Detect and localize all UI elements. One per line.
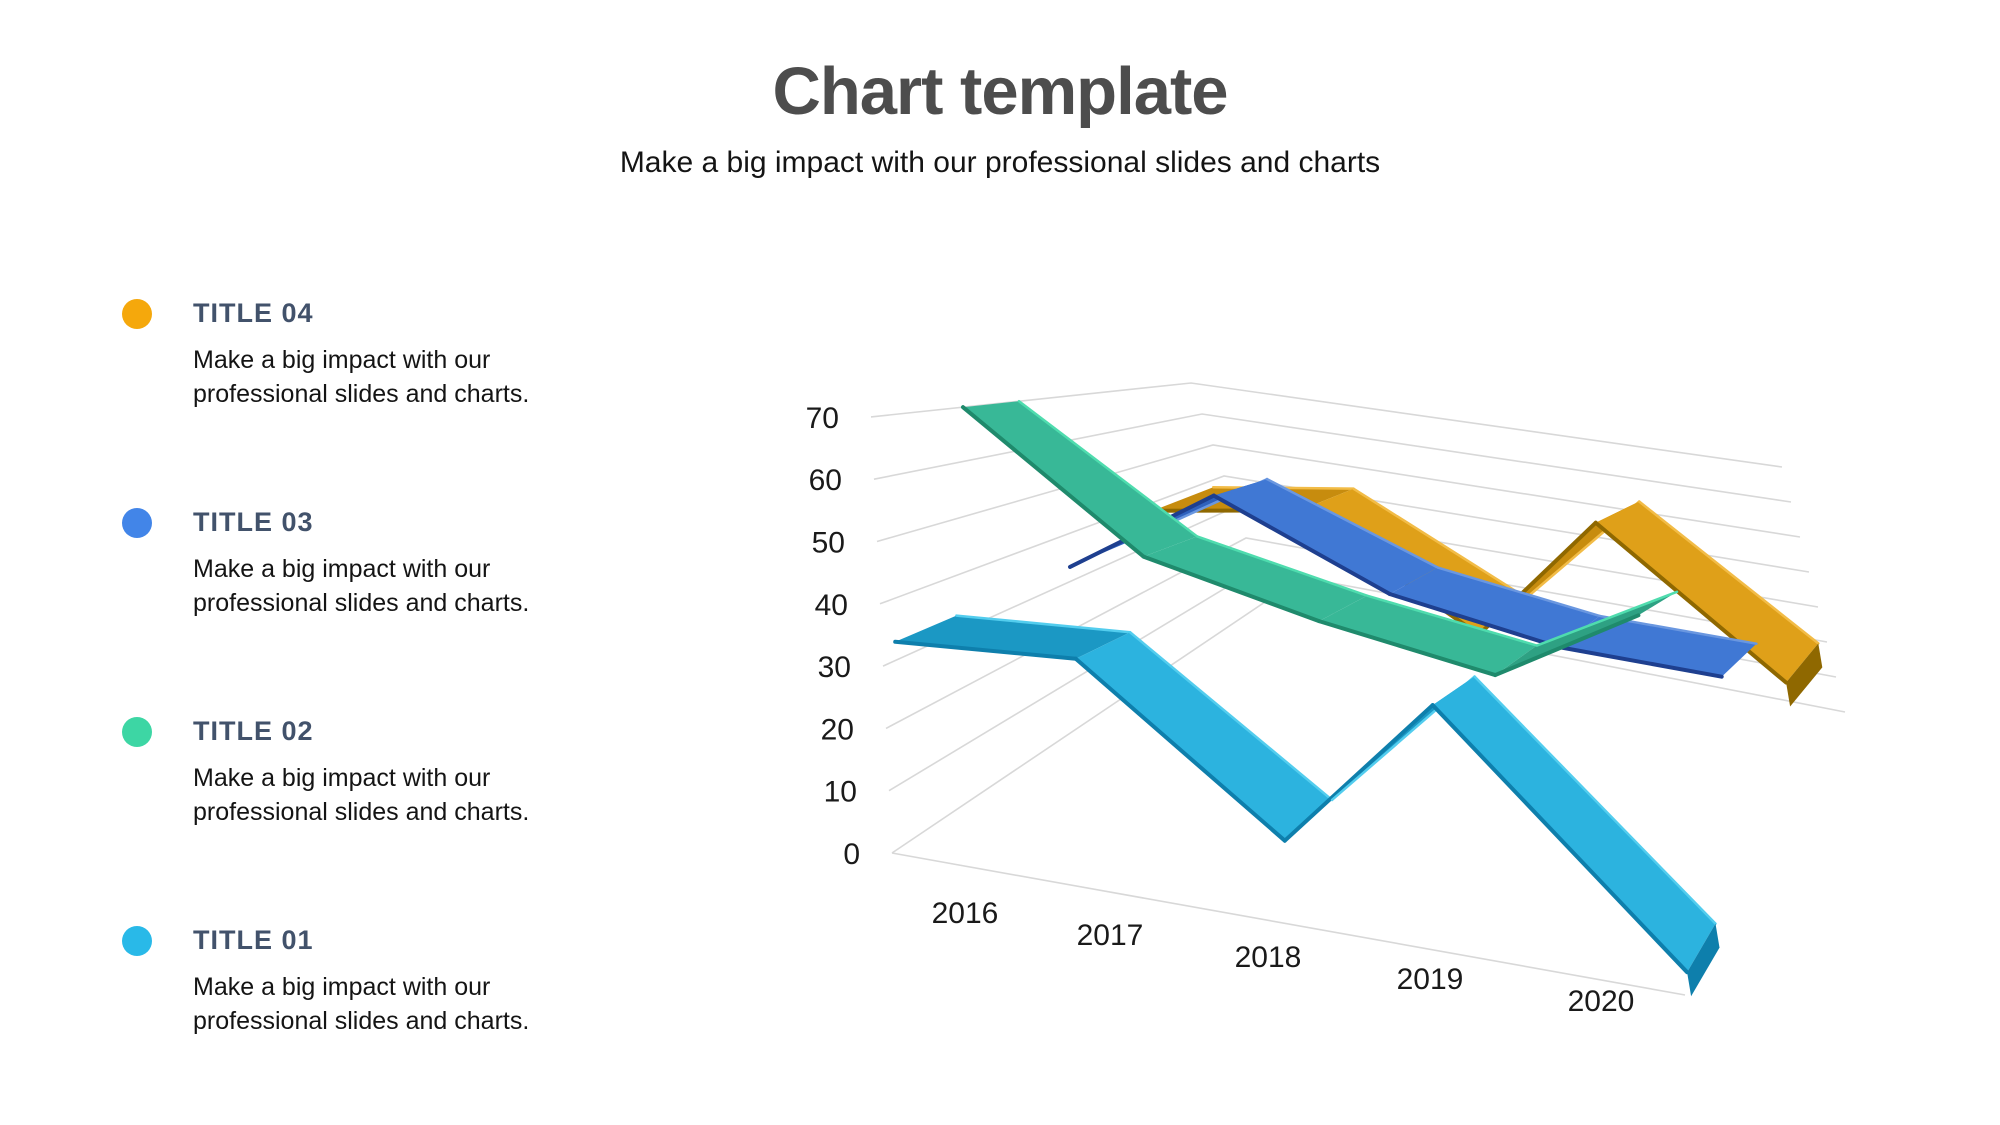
legend-item-title-02: TITLE 02 Make a big impact with our profe… (122, 715, 592, 829)
y-tick-label: 40 (815, 589, 848, 622)
ribbon-edge-light (1473, 675, 1717, 925)
y-tick-label: 50 (812, 527, 845, 560)
x-tick-label: 2019 (1397, 963, 1464, 996)
y-tick-label: 70 (806, 402, 839, 435)
page-subtitle: Make a big impact with our professional … (619, 146, 1381, 179)
ribbon-segment (963, 401, 1198, 557)
y-tick-label: 60 (809, 464, 842, 497)
legend-dot-icon (122, 508, 152, 538)
ribbon-edge-light (1436, 566, 1601, 618)
series-ribbon-title-03 (1068, 477, 1758, 679)
x-tick-label: 2018 (1235, 941, 1302, 974)
ribbon-edge-light (1128, 631, 1334, 802)
ribbon-segment (1143, 536, 1368, 622)
gridline (873, 413, 1792, 503)
ribbon-edge-dark (1387, 592, 1561, 649)
ribbon-edge-light (1017, 399, 1199, 538)
ribbon-edge-dark (1317, 619, 1498, 678)
ribbon-edge-light (1365, 594, 1539, 647)
y-tick-label: 0 (843, 838, 860, 871)
gridline (870, 382, 1783, 468)
x-tick-label: 2016 (932, 897, 999, 930)
legend-item-title: TITLE 01 (193, 925, 314, 955)
ribbon-edge-dark (893, 639, 1078, 661)
series-ribbon-title-01 (893, 614, 1720, 997)
ribbon-edge-light (1195, 535, 1369, 597)
ribbon-segment (1075, 632, 1332, 841)
ribbon-segment (1213, 479, 1438, 594)
ribbon-segment (1319, 595, 1537, 676)
y-tick-label: 30 (818, 651, 851, 684)
ribbon-edge-dark (1073, 656, 1287, 843)
legend-item-title-03: TITLE 03 Make a big impact with our profe… (122, 506, 592, 620)
legend-item-description: Make a big impact with our professional … (193, 346, 530, 408)
ribbon-edge-dark (1430, 703, 1690, 975)
ribbon-end-cap (1687, 923, 1720, 997)
series-ribbon-title-02 (961, 399, 1679, 678)
x-tick-label: 2017 (1077, 919, 1144, 952)
legend-item-title: TITLE 03 (193, 507, 314, 537)
ribbon-segment (895, 615, 1131, 659)
ribbon-edge-dark (1282, 703, 1435, 843)
y-axis-labels: 0 10 20 30 40 50 60 70 (806, 402, 860, 871)
legend-dot-icon (122, 717, 152, 747)
ribbon-segment (1595, 501, 1819, 683)
ribbon-edge-light (1637, 500, 1820, 645)
header: Chart template Make a big impact with ou… (0, 0, 2000, 182)
gridline (876, 444, 1801, 543)
ribbon-edge-dark (1493, 613, 1641, 678)
ribbon-edge-dark (1593, 520, 1789, 685)
legend-item-title: TITLE 02 (193, 716, 314, 746)
legend-item-description: Make a big impact with our professional … (193, 973, 530, 1035)
y-tick-label: 10 (824, 776, 857, 809)
floor-front-edge (891, 852, 1686, 996)
legend-dot-icon (122, 926, 152, 956)
ribbon-edge-dark (1556, 644, 1724, 679)
legend-item-description: Make a big impact with our professional … (193, 764, 530, 826)
ribbon-edge-light (1352, 487, 1528, 600)
x-axis-labels: 2016 2017 2018 2019 2020 (932, 897, 1635, 1018)
legend-item-title: TITLE 04 (193, 298, 314, 328)
ribbon-segment (1389, 567, 1600, 647)
gridlines (870, 382, 1846, 996)
ribbon-edge-dark (1141, 554, 1322, 624)
ribbon-segment (1558, 616, 1757, 677)
y-tick-label: 20 (821, 713, 854, 746)
x-tick-label: 2020 (1568, 985, 1635, 1018)
legend-item-title-04: TITLE 04 Make a big impact with our profe… (122, 297, 592, 411)
legend-dot-icon (122, 299, 152, 329)
ribbon-edge-dark (961, 405, 1146, 559)
ribbon-edge-light (1265, 477, 1439, 569)
ribbon-edge-dark (1211, 493, 1392, 597)
ribbon-edge-light (955, 614, 1132, 634)
ribbon-edge-light (1535, 590, 1679, 647)
ribbon-end-cap (1786, 643, 1823, 707)
legend-item-title-01: TITLE 01 Make a big impact with our profe… (122, 924, 592, 1038)
legend-item-description: Make a big impact with our professional … (193, 555, 530, 617)
page-title: Chart template (772, 54, 1228, 129)
legend: TITLE 04 Make a big impact with our profe… (122, 283, 592, 1125)
ribbon-segment (1432, 676, 1716, 973)
